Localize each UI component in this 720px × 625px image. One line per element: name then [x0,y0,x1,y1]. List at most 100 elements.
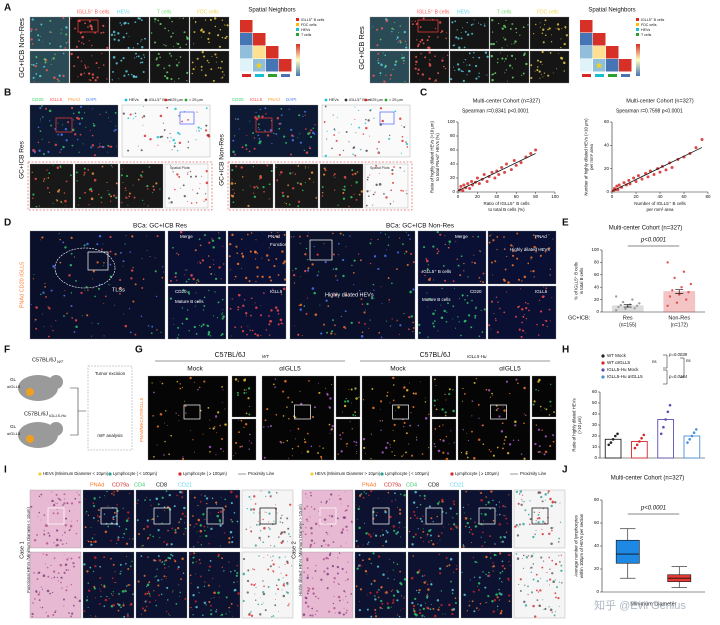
cell [345,397,347,400]
cell [543,24,546,26]
cell [259,530,262,532]
cell [182,184,185,187]
cell [490,328,492,330]
heat-key [255,74,264,77]
cell [551,611,553,613]
heat-cell [606,59,619,72]
cell [352,153,354,156]
cell [176,279,178,281]
y-tick-label: 0 [606,189,609,194]
cell [354,411,356,413]
cell [38,511,41,514]
cell [333,577,336,580]
cell [169,280,172,283]
cell [84,289,86,291]
cell [553,527,555,529]
cell [142,278,145,280]
cell [523,600,526,604]
cell [186,269,188,271]
cell [216,514,220,518]
cell [242,189,244,191]
cell [368,327,370,329]
cell [473,381,476,384]
cell [148,592,151,595]
cell [270,545,272,547]
legend-key [296,23,299,26]
cell [396,39,397,41]
cell [341,528,345,531]
panel-label: E [562,218,569,229]
cell [174,142,177,145]
cell [109,263,112,266]
cell [467,439,470,442]
cell [211,238,213,240]
cell [116,543,118,545]
cell [275,584,278,587]
cell [120,174,123,177]
cell [90,25,93,28]
cell [307,589,310,592]
cell [376,44,379,47]
cell [184,274,186,276]
cell [47,575,50,578]
cell [269,129,273,132]
cell [380,74,381,76]
cell [38,571,41,574]
cell [334,176,336,178]
cell [233,135,236,137]
cell [515,31,518,34]
cell [393,423,396,426]
cell [424,401,427,403]
cell [399,512,402,515]
cell [55,198,57,200]
cell [173,45,175,47]
cell [386,441,389,445]
cell [93,178,97,182]
cell [333,173,336,176]
cell [458,46,461,50]
cell [543,453,546,456]
legend-key [296,28,299,31]
cell [163,563,166,566]
cell [309,614,312,617]
cell [548,234,550,236]
cell [94,534,96,536]
cell [355,452,357,454]
cell [252,568,254,570]
cell [419,503,422,506]
cell [283,441,285,444]
cell [402,607,404,609]
heat-cell [253,59,266,72]
cell [127,197,129,199]
cell [178,415,180,417]
cell [40,36,41,37]
cell [98,283,101,286]
cell [442,613,444,615]
cell [539,405,542,408]
cell [218,266,221,269]
cell [448,240,452,243]
cell [544,34,547,37]
cell [396,563,399,565]
cell [408,382,410,384]
cell [171,591,174,593]
cell [333,175,335,177]
cell [396,37,399,39]
cell [137,145,139,147]
cell [422,607,425,610]
cell [144,592,147,596]
cell [432,521,434,523]
cell [485,388,488,391]
cell [168,453,170,456]
cell [125,196,128,199]
cell [245,392,247,394]
cell [367,119,370,122]
cell [73,565,75,568]
cell [419,79,421,81]
cell [164,440,166,443]
cell [76,597,78,599]
cell [279,517,282,520]
cell [70,18,72,20]
cell [202,433,204,435]
cell [453,503,455,505]
